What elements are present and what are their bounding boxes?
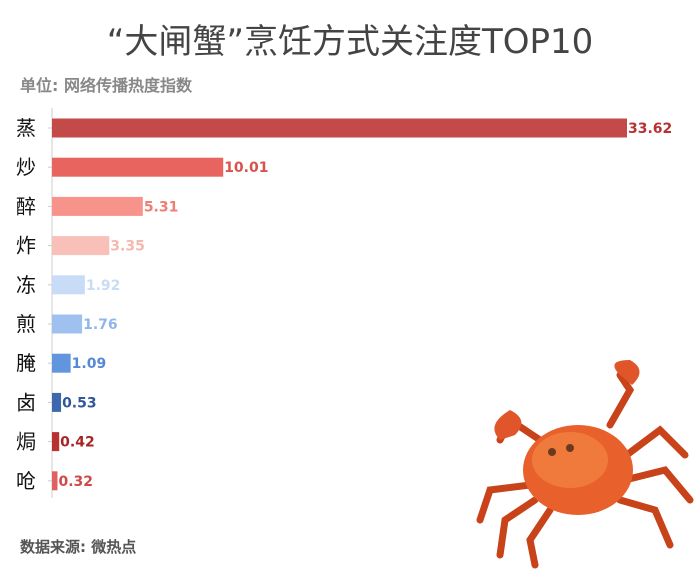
category-label: 炒 <box>16 155 36 179</box>
category-label: 炸 <box>16 234 36 258</box>
bar <box>52 196 143 216</box>
data-label: 33.62 <box>628 121 672 137</box>
data-label: 1.09 <box>72 356 107 372</box>
data-label: 0.42 <box>60 435 95 451</box>
category-label: 冻 <box>16 273 36 297</box>
data-label: 5.31 <box>144 199 179 215</box>
data-label: 0.53 <box>62 395 97 411</box>
chart-subtitle: 单位: 网络传播热度指数 <box>20 76 192 95</box>
chart-title: “大闸蟹”烹饪方式关注度TOP10 <box>106 22 594 62</box>
bar <box>52 314 83 334</box>
crab-illustration <box>476 360 694 569</box>
category-label: 腌 <box>16 351 36 375</box>
category-label: 醉 <box>16 194 36 218</box>
data-label: 3.35 <box>110 239 145 255</box>
category-label: 焗 <box>16 430 36 454</box>
bar <box>52 118 627 138</box>
bar <box>52 432 60 452</box>
bar <box>52 236 110 256</box>
bar <box>52 392 62 412</box>
data-source: 数据来源: 微热点 <box>20 538 137 556</box>
data-label: 10.01 <box>224 160 268 176</box>
data-label: 1.76 <box>83 317 118 333</box>
category-label: 卤 <box>16 390 36 414</box>
data-label: 0.32 <box>58 474 93 490</box>
bar <box>52 353 71 373</box>
category-label: 煎 <box>16 312 36 336</box>
data-label: 1.92 <box>86 278 121 294</box>
category-label: 呛 <box>16 469 36 493</box>
bar <box>52 157 224 177</box>
bar <box>52 471 58 491</box>
category-label: 蒸 <box>16 116 36 140</box>
bar <box>52 275 85 295</box>
